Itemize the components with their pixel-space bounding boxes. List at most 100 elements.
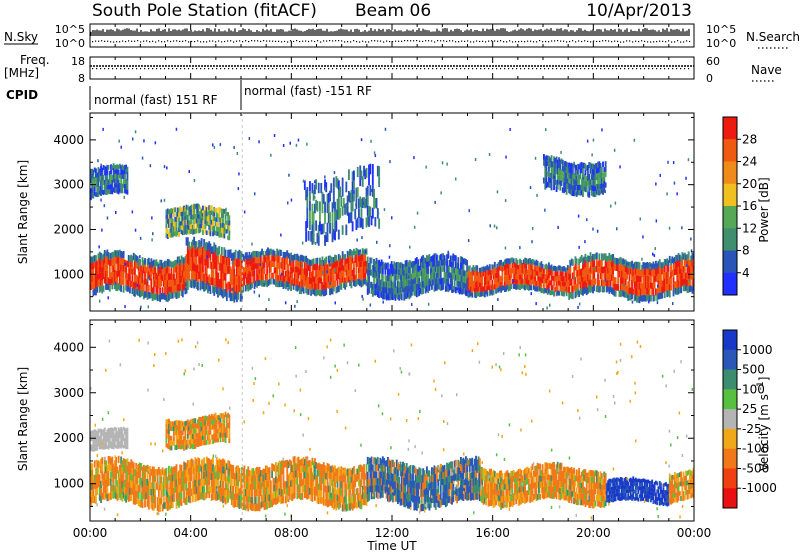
echo-cell — [130, 280, 133, 288]
echo-cell — [446, 254, 448, 261]
echo-cell — [292, 492, 295, 500]
echo-cell — [180, 485, 183, 493]
echo-cell — [227, 495, 230, 503]
echo-cell — [124, 459, 126, 466]
echo-cell — [553, 184, 555, 191]
echo-cell — [558, 265, 560, 271]
echo-cell — [568, 286, 571, 294]
echo-cell — [115, 277, 118, 284]
echo-cell — [381, 484, 384, 491]
echo-cell — [252, 482, 255, 490]
echo-cell — [585, 288, 588, 296]
echo-cell — [209, 205, 212, 211]
echo-cell — [566, 183, 569, 190]
echo-cell — [292, 485, 295, 493]
echo-cell — [544, 278, 547, 284]
echo-cell — [617, 258, 620, 266]
echo-cell — [531, 258, 534, 264]
echo-cell — [580, 275, 583, 282]
echo-cell — [101, 478, 104, 486]
echo-cell — [452, 266, 455, 273]
echo-cell — [319, 489, 321, 497]
echo-cell — [370, 139, 372, 143]
echo-cell — [548, 277, 550, 283]
echo-cell — [122, 183, 125, 188]
echo-cell — [555, 286, 558, 292]
echo-cell — [111, 165, 114, 170]
echo-cell — [608, 287, 611, 294]
echo-cell — [545, 177, 548, 183]
echo-cell — [390, 286, 393, 294]
echo-cell — [598, 260, 601, 267]
echo-cell — [147, 264, 150, 272]
echo-cell — [129, 475, 131, 482]
echo-cell — [575, 180, 578, 187]
echo-cell — [232, 276, 235, 285]
echo-cell — [472, 270, 475, 276]
echo-cell — [314, 203, 316, 214]
echo-cell — [400, 287, 403, 294]
echo-cell — [481, 286, 484, 292]
echo-cell — [678, 267, 681, 274]
echo-cell — [577, 276, 579, 283]
echo-cell — [551, 161, 554, 168]
echo-cell — [230, 484, 233, 492]
echo-cell — [368, 269, 370, 276]
echo-cell — [229, 485, 232, 493]
echo-cell — [165, 467, 168, 475]
echo-cell — [176, 485, 179, 493]
echo-cell — [261, 273, 263, 281]
echo-cell — [691, 273, 694, 281]
echo-cell — [644, 275, 647, 283]
echo-cell — [525, 263, 528, 269]
echo-cell — [373, 457, 375, 465]
echo-cell — [337, 473, 340, 481]
echo-cell — [188, 495, 190, 503]
echo-cell — [97, 266, 100, 274]
echo-cell — [475, 270, 477, 277]
echo-cell — [692, 265, 694, 273]
echo-cell — [584, 267, 587, 274]
echo-cell — [373, 471, 375, 479]
echo-cell — [188, 249, 190, 258]
echo-cell — [115, 464, 118, 471]
echo-cell — [227, 281, 230, 290]
echo-cell — [137, 258, 140, 265]
echo-cell — [327, 499, 330, 507]
echo-cell — [239, 501, 242, 508]
echo-cell — [264, 279, 267, 286]
echo-cell — [583, 287, 585, 290]
echo-cell — [269, 278, 272, 285]
echo-cell — [159, 504, 162, 512]
echo-cell — [534, 276, 537, 282]
echo-cell — [175, 127, 178, 131]
echo-cell — [178, 492, 180, 501]
echo-cell — [259, 476, 262, 484]
echo-cell — [228, 257, 231, 266]
echo-cell — [337, 466, 340, 474]
echo-cell — [550, 161, 553, 167]
echo-cell — [573, 190, 576, 197]
echo-cell — [519, 274, 521, 280]
echo-cell — [580, 167, 583, 174]
echo-cell — [486, 291, 489, 297]
echo-cell — [217, 493, 219, 500]
echo-cell — [289, 141, 291, 145]
echo-cell — [212, 216, 214, 222]
echo-cell — [310, 260, 313, 267]
echo-cell — [178, 227, 180, 232]
echo-cell — [551, 167, 554, 174]
echo-cell — [686, 286, 689, 293]
echo-cell — [381, 477, 384, 484]
echo-cell — [264, 487, 267, 495]
echo-cell — [189, 224, 192, 230]
echo-cell — [254, 475, 257, 483]
echo-cell — [297, 456, 300, 464]
echo-cell — [418, 283, 421, 290]
echo-cell — [184, 497, 187, 505]
echo-cell — [310, 467, 313, 475]
echo-cell — [239, 494, 242, 502]
echo-cell — [278, 488, 281, 496]
echo-cell — [376, 165, 379, 177]
echo-cell — [413, 289, 416, 296]
